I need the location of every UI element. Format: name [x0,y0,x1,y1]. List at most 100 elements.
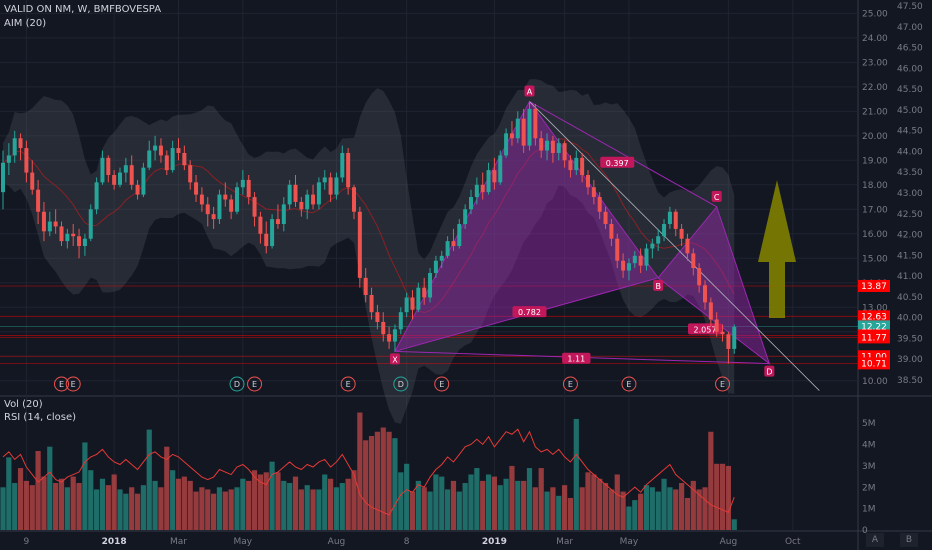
volume-bars [0,412,737,530]
volume-bar [433,474,439,530]
candle-body [375,312,380,322]
volume-bar [392,438,398,530]
event-marker [247,376,263,392]
secondary-price-tick: 40.00 [897,314,923,324]
event-marker [229,376,245,392]
candle-body [293,184,298,202]
volume-bar [462,483,468,530]
candles[interactable] [1,101,737,364]
candle-body [504,133,509,156]
time-tick: 9 [24,537,30,547]
volume-bar [17,468,24,530]
volume-bar [550,487,556,530]
volume-bar [497,485,503,530]
candle-body [264,233,269,247]
secondary-price-tick: 39.00 [897,355,923,365]
candle-body [316,182,321,205]
time-axis[interactable]: 9 2018 Mar May Aug 8 2019 Mar May Aug Oct [24,537,801,547]
volume-bar [94,489,100,530]
secondary-price-tick: 40.50 [897,293,923,303]
volume-bar [298,489,304,530]
volume-bar [374,431,380,530]
candle-body [158,145,163,156]
price-label-badge [858,279,890,292]
price-tick: 18.00 [862,181,888,191]
candle-body [586,175,590,188]
volume-bar [234,487,240,530]
volume-tick: 0 [862,526,868,536]
event-marker-label: D [234,380,240,389]
pattern-point-label: A [527,88,533,97]
candle-body [474,184,479,198]
scale-auto-button[interactable]: A [866,533,884,547]
candle-body [188,165,193,183]
candle-body [609,223,614,239]
volume-bar [567,497,574,530]
pattern-point-label: C [714,193,720,202]
volume-bar [205,489,211,530]
volume-bar [562,485,568,530]
candle-body [445,241,450,256]
candle-body [662,223,667,237]
price-axis[interactable]: 10.0011.0012.0013.0014.0015.0016.0017.00… [858,2,923,536]
candle-body [41,211,46,232]
volume-bar [579,487,585,530]
secondary-price-tick: 42.00 [897,231,923,241]
secondary-price-tick: 44.50 [897,127,923,137]
candle-body [322,177,327,183]
ratio-label: 2.057 [694,325,717,334]
candle-body [211,214,216,220]
volume-bar [632,500,638,530]
chart-title: VALID ON NM, W, BMFBOVESPA [4,4,162,15]
volume-bar [474,468,480,530]
secondary-price-tick: 45.00 [897,106,923,116]
volume-bar [503,478,509,530]
candle-body [12,138,17,156]
volume-bar [123,493,129,530]
candle-body [626,263,631,271]
volume-bar [673,489,679,530]
pattern-point-badge [524,85,535,97]
up-arrow-icon [758,180,796,318]
price-label: 12.63 [861,312,887,322]
volume-bar [0,487,6,530]
volume-bar [684,497,691,530]
candle-body [6,155,11,163]
candle-body [118,172,122,185]
volume-bar [439,476,445,530]
price-label-badge [858,331,890,344]
secondary-price-tick: 38.50 [897,376,923,386]
volume-bar [328,478,334,530]
candle-body [615,238,620,261]
ratio-badge [600,156,635,168]
candle-body [597,197,602,212]
candle-body [36,189,41,212]
secondary-price-tick: 43.50 [897,168,923,178]
volume-bar [158,487,164,530]
event-marker-label: E [71,380,76,389]
volume-tick: 5M [862,419,876,429]
volume-bar [164,446,170,530]
time-tick: Aug [720,537,738,547]
scale-log-button[interactable]: B [900,533,918,547]
candle-body [568,160,573,171]
candle-body [726,334,731,349]
candle-body [708,302,713,320]
volume-bar [292,476,299,530]
volume-bar [187,480,193,530]
event-marker-label: E [720,380,725,389]
candle-body [287,184,292,205]
volume-bar [216,487,223,530]
candle-body [199,194,204,205]
candle-body [328,177,333,195]
candle-body [65,233,70,242]
candle-body [270,219,275,247]
price-tick: 20.00 [862,132,888,142]
volume-bar [53,483,59,530]
candle-body [387,334,392,342]
candle-body [515,118,520,139]
secondary-price-tick: 41.50 [897,251,923,261]
price-tick: 24.00 [862,34,888,44]
pattern-point-badge [653,279,664,291]
